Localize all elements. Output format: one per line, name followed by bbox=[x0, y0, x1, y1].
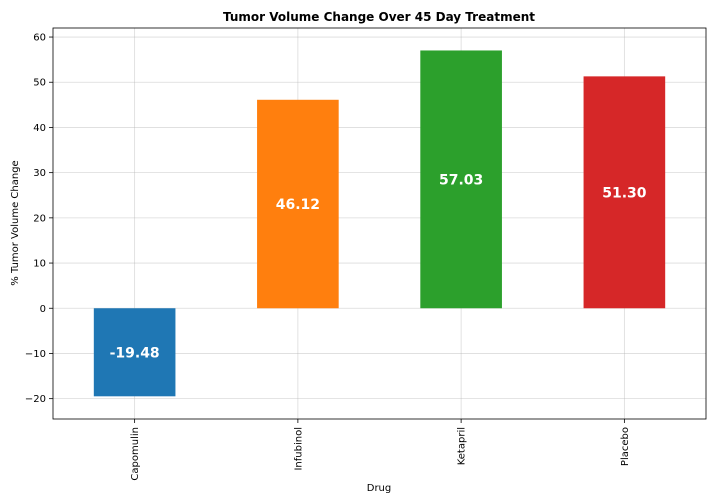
y-axis-ticks: −20 −10 0 10 20 30 40 50 60 bbox=[25, 33, 53, 405]
y-tick-label: 40 bbox=[33, 123, 46, 134]
y-tick-label: −20 bbox=[25, 394, 46, 405]
x-tick-label: Infubinol bbox=[293, 427, 304, 471]
x-tick-label: Ketapril bbox=[457, 427, 468, 465]
y-tick-label: −10 bbox=[25, 349, 46, 360]
data-label-capomulin: -19.48 bbox=[110, 345, 160, 361]
bar-capomulin bbox=[93, 308, 176, 397]
y-tick-label: 30 bbox=[33, 168, 46, 179]
data-labels: -19.48 46.12 57.03 51.30 bbox=[110, 172, 647, 361]
bar-placebo bbox=[583, 76, 666, 309]
x-tick-label: Placebo bbox=[620, 427, 631, 466]
bars bbox=[93, 50, 666, 397]
data-label-placebo: 51.30 bbox=[602, 185, 647, 201]
y-axis-label: % Tumor Volume Change bbox=[10, 160, 21, 285]
data-label-ketapril: 57.03 bbox=[439, 172, 483, 188]
y-tick-label: 10 bbox=[33, 259, 46, 270]
chart-title: Tumor Volume Change Over 45 Day Treatmen… bbox=[223, 10, 535, 24]
y-tick-label: 0 bbox=[40, 304, 46, 315]
y-tick-label: 60 bbox=[33, 33, 46, 44]
plot-frame bbox=[52, 27, 707, 420]
y-tick-label: 20 bbox=[33, 213, 46, 224]
y-tick-label: 50 bbox=[33, 78, 46, 89]
bar-ketapril bbox=[420, 50, 502, 309]
bar-infubinol bbox=[257, 99, 339, 309]
x-axis-ticks: Capomulin Infubinol Ketapril Placebo bbox=[130, 419, 631, 481]
data-label-infubinol: 46.12 bbox=[276, 197, 320, 213]
x-axis-label: Drug bbox=[367, 483, 392, 494]
x-tick-label: Capomulin bbox=[130, 427, 141, 481]
